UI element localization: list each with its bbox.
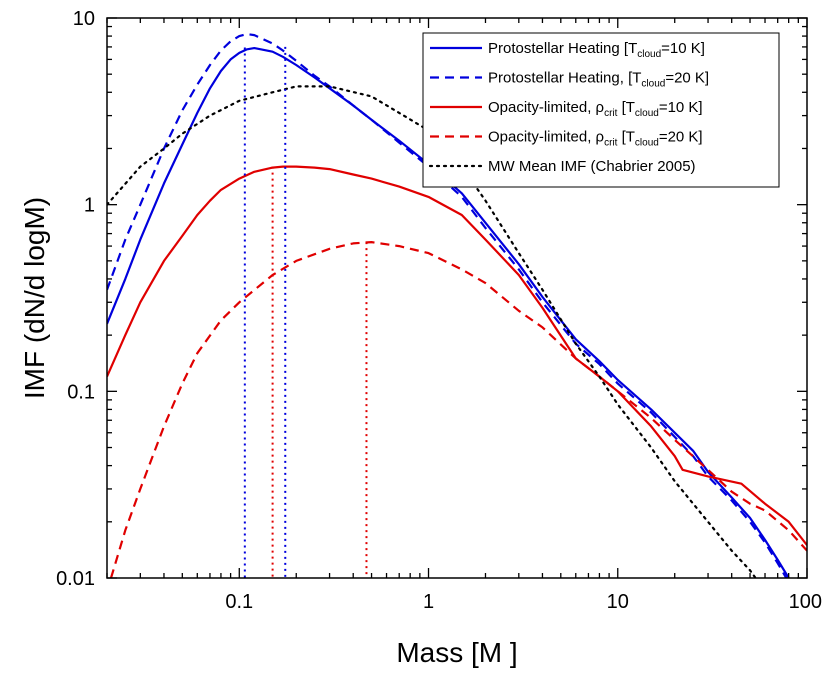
series-line-2 xyxy=(107,33,788,578)
legend-entry-4: Opacity-limited, ρcrit [Tcloud=20 K] xyxy=(430,129,703,149)
tick-label-layer: 0.1 1 10 100 0.01 0.1 1 10 xyxy=(56,8,822,613)
legend-label: MW Mean IMF (Chabrier 2005) xyxy=(488,158,696,175)
y-axis-title: IMF (dN/d logM) xyxy=(19,197,50,399)
plot-frame xyxy=(106,17,808,579)
legend-entry-3: Opacity-limited, ρcrit [Tcloud=10 K] xyxy=(430,99,703,119)
tick-layer xyxy=(106,17,808,579)
x-axis-title: Mass [M ] xyxy=(396,637,517,668)
legend-entry-2: Protostellar Heating, [Tcloud=20 K] xyxy=(430,70,709,90)
y-tick-label: 1 xyxy=(84,195,95,217)
series-line-3 xyxy=(107,165,807,546)
legend-box xyxy=(422,32,780,188)
y-tick-label: 10 xyxy=(73,8,95,30)
legend-label: Protostellar Heating [Tcloud=10 K] xyxy=(488,40,705,60)
x-tick-label: 1 xyxy=(423,591,434,613)
y-tick-label: 0.01 xyxy=(56,568,95,590)
legend-label: Protostellar Heating, [Tcloud=20 K] xyxy=(488,70,709,90)
y-tick-label: 0.1 xyxy=(67,381,95,403)
x-tick-label: 100 xyxy=(789,591,822,613)
legend: Protostellar Heating [Tcloud=10 K] Protos… xyxy=(422,32,780,188)
legend-entries: Protostellar Heating [Tcloud=10 K] Protos… xyxy=(428,40,709,175)
legend-label: Opacity-limited, ρcrit [Tcloud=20 K] xyxy=(488,129,703,149)
series-line-4 xyxy=(109,241,807,578)
x-tick-label: 10 xyxy=(607,591,629,613)
x-tick-label: 0.1 xyxy=(225,591,253,613)
legend-entry-1: Protostellar Heating [Tcloud=10 K] xyxy=(430,40,705,60)
legend-entry-5: MW Mean IMF (Chabrier 2005) xyxy=(428,158,696,175)
peak-marker-layer xyxy=(243,46,368,578)
legend-label: Opacity-limited, ρcrit [Tcloud=10 K] xyxy=(488,99,703,119)
